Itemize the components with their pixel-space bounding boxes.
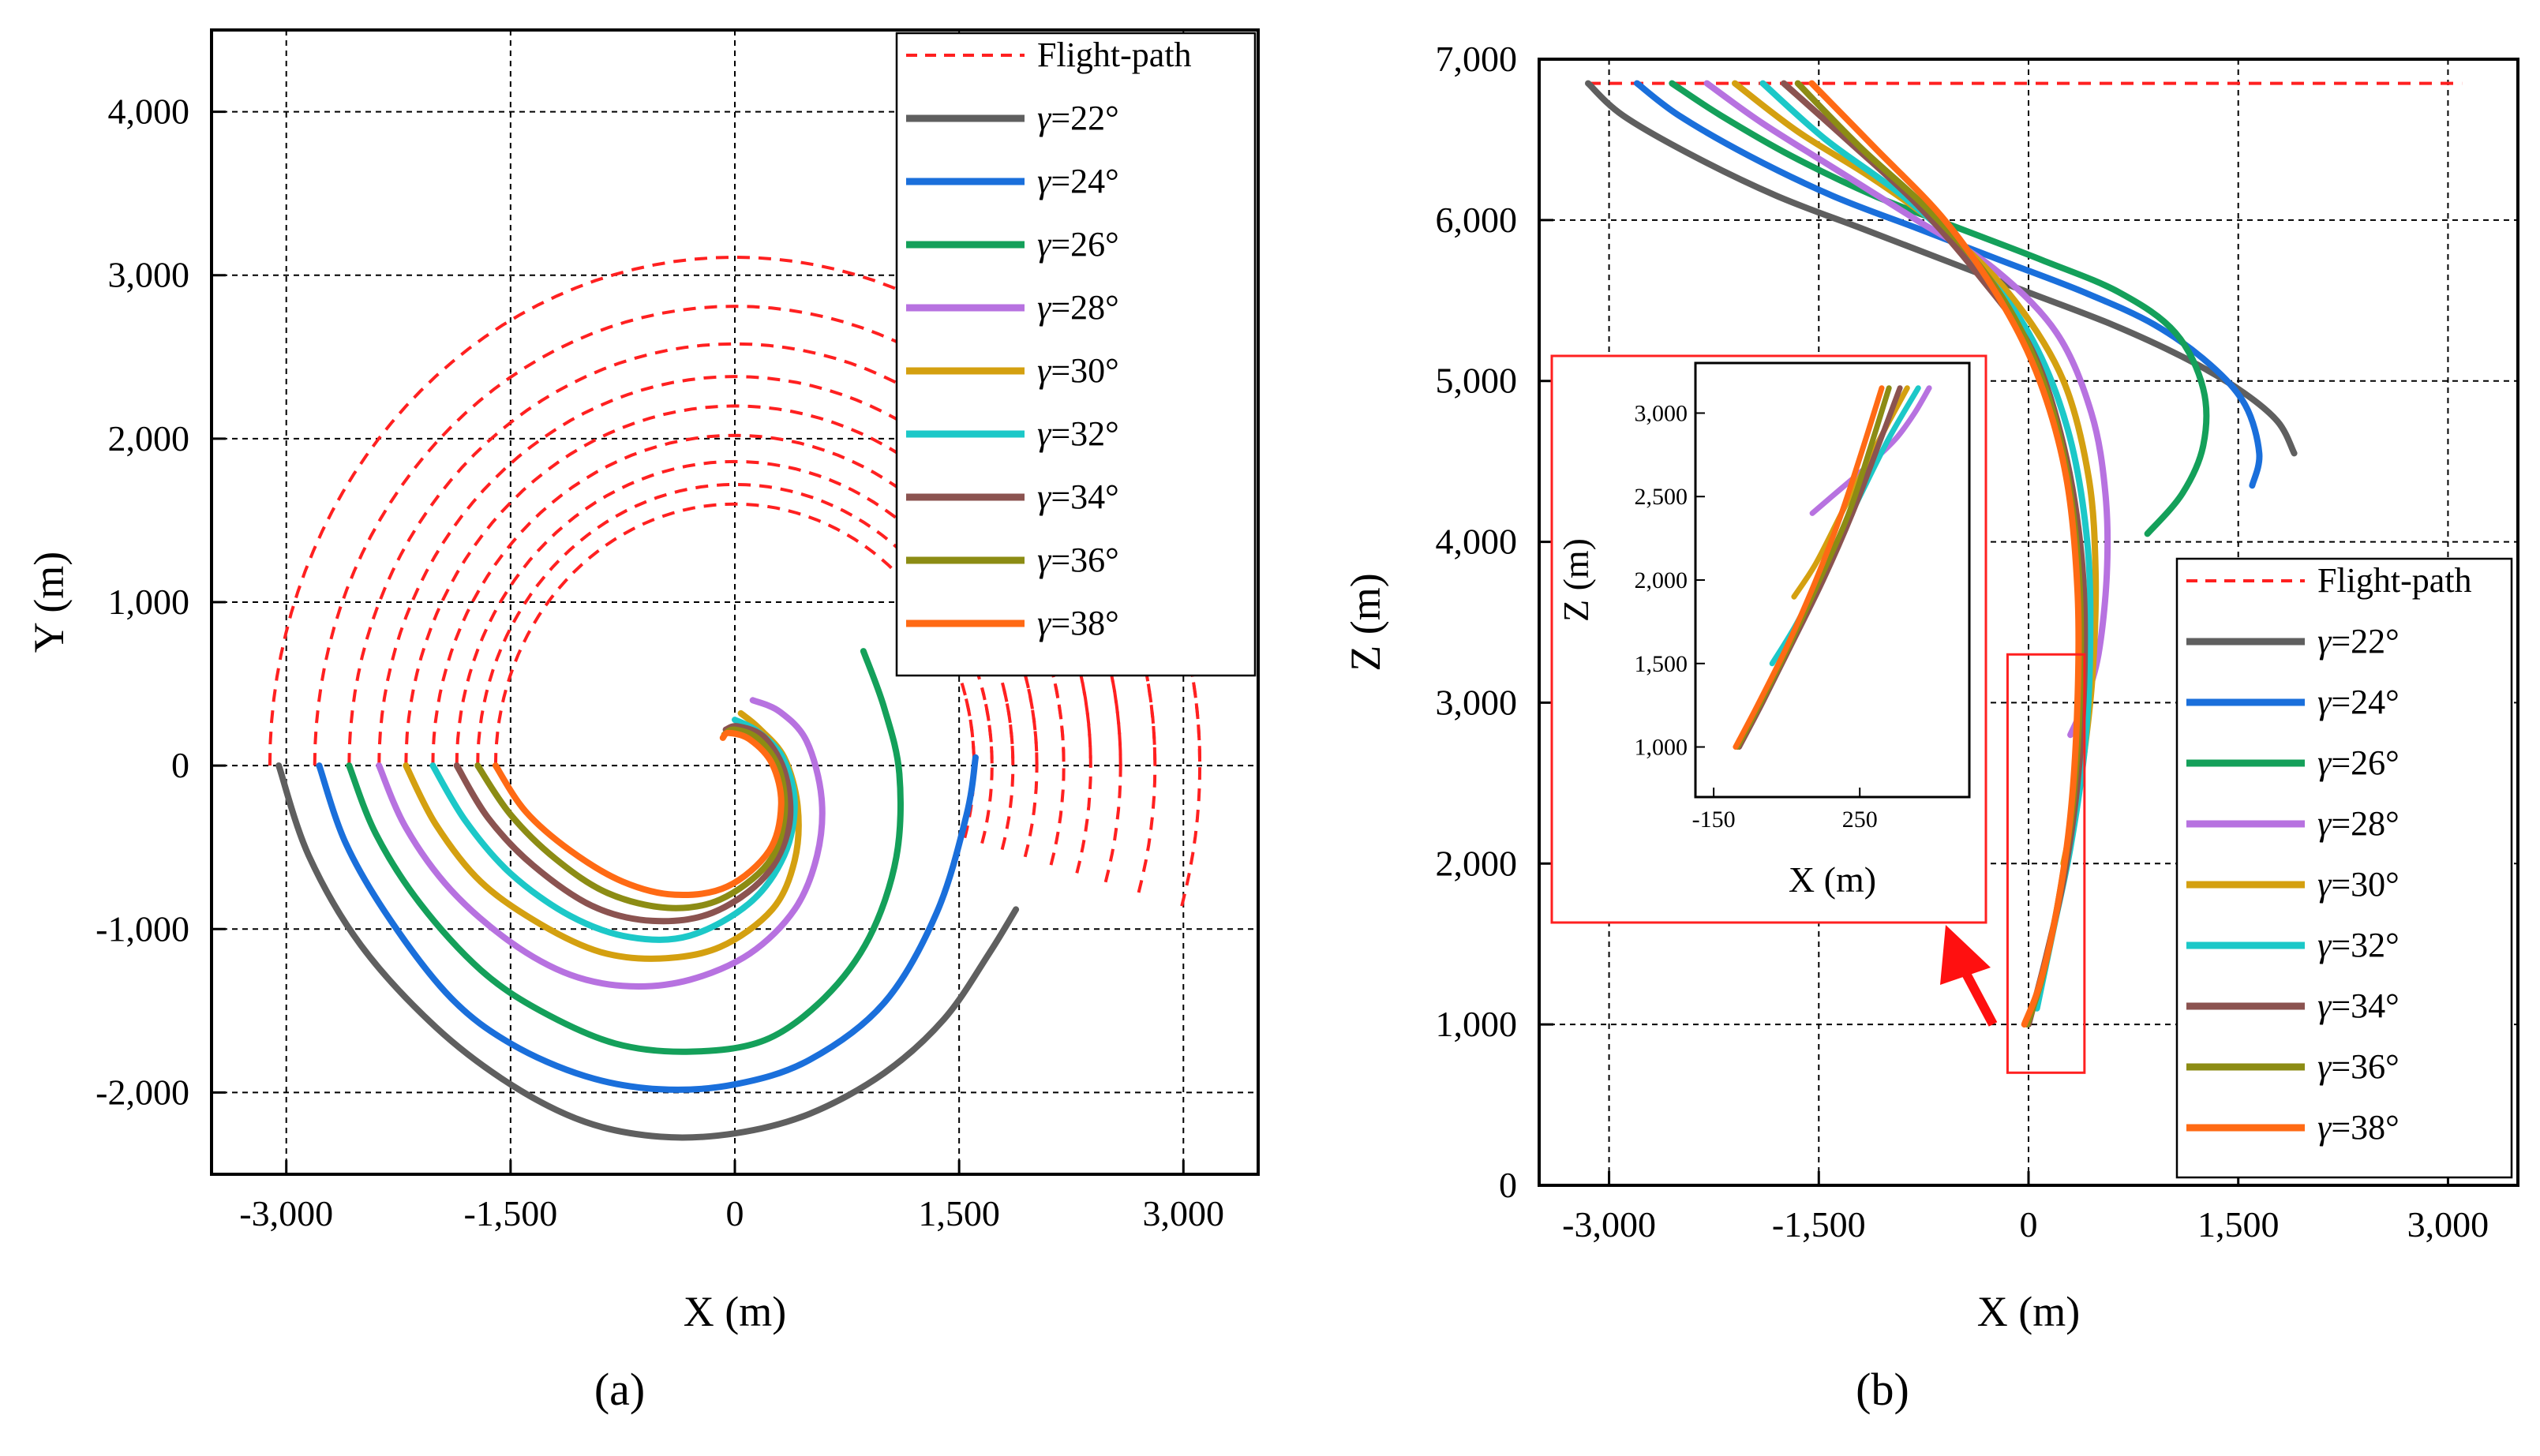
flight-path-arc xyxy=(1103,649,1122,883)
legend-label: Flight-path xyxy=(2317,561,2472,600)
legend-label: γ=24° xyxy=(2317,683,2400,721)
y-tick-label: 1,000 xyxy=(1436,1004,1518,1044)
legend-label: γ=26° xyxy=(1037,225,1119,264)
legend-label: γ=28° xyxy=(2317,804,2400,843)
inset-series-line xyxy=(1733,385,1885,750)
inset-y-tick-label: 1,000 xyxy=(1635,735,1688,761)
y-tick-label: 0 xyxy=(171,745,189,785)
x-tick-label: 1,500 xyxy=(918,1193,1000,1233)
series-line xyxy=(1634,80,2263,489)
inset-x-tick-label: -150 xyxy=(1692,807,1736,833)
y-tick-label: 4,000 xyxy=(1436,522,1518,562)
series-line xyxy=(1669,80,2210,537)
y-tick-label: -2,000 xyxy=(96,1072,189,1112)
panel-b-label: (b) xyxy=(1856,1364,1909,1415)
legend-label: γ=34° xyxy=(2317,986,2400,1025)
x-tick-label: 0 xyxy=(726,1193,744,1233)
legend-label: γ=34° xyxy=(1037,477,1119,516)
x-axis-label: X (m) xyxy=(1977,1288,2080,1335)
x-tick-label: 1,500 xyxy=(2197,1204,2280,1245)
inset-x-tick-label: 250 xyxy=(1842,807,1878,833)
inset-y-axis-label: Z (m) xyxy=(1556,538,1596,622)
panel-b: -3,000 -1,500 0 1,500 3,000 0 1,000 2,000 3,000 4… xyxy=(1342,39,2519,1335)
x-tick-label: 0 xyxy=(2020,1204,2038,1245)
series-line xyxy=(275,762,1020,1141)
legend-label: γ=36° xyxy=(1037,541,1119,579)
y-tick-label: 2,000 xyxy=(1436,843,1518,883)
flight-path-circle xyxy=(313,305,1157,766)
zoom-box xyxy=(2006,653,2086,1074)
y-tick-label: 6,000 xyxy=(1436,200,1518,240)
legend-box xyxy=(895,32,1257,677)
flight-path-arc xyxy=(1000,681,1015,851)
legend-label: γ=28° xyxy=(1037,288,1119,327)
inset-x-axis-label: X (m) xyxy=(1789,859,1876,900)
flight-path-arc xyxy=(1023,674,1039,858)
panel-a: -3,000 -1,500 0 1,500 3,000 -2,000 -1,000 0 1,00… xyxy=(25,28,1260,1335)
x-axis-label: X (m) xyxy=(684,1288,786,1335)
series-line xyxy=(403,709,802,962)
zoom-arrow-head xyxy=(1940,925,1991,985)
legend-label: γ=38° xyxy=(1037,604,1119,642)
y-tick-label: 3,000 xyxy=(108,255,190,295)
y-axis-label: Y (m) xyxy=(25,552,73,653)
inset-y-tick-label: 3,000 xyxy=(1635,400,1688,426)
series-line xyxy=(1703,80,2111,739)
series-line xyxy=(376,697,826,990)
inset-frame xyxy=(1550,354,1987,924)
legend-label: γ=36° xyxy=(2317,1047,2400,1086)
inset-y-tick-label: 2,000 xyxy=(1635,567,1688,593)
legend-label: γ=32° xyxy=(2317,926,2400,964)
x-tick-label: -1,500 xyxy=(463,1193,557,1233)
legend-label: γ=22° xyxy=(1037,99,1119,137)
legend-label: γ=24° xyxy=(1037,162,1119,200)
series-line xyxy=(429,717,798,943)
legend-label: Flight-path xyxy=(1037,36,1192,74)
y-axis-label: Z (m) xyxy=(1342,573,1389,671)
series-line xyxy=(453,723,794,925)
legend-label: γ=30° xyxy=(2317,865,2400,904)
inset-y-tick-label: 2,500 xyxy=(1635,484,1688,510)
x-tick-label: 3,000 xyxy=(2407,1204,2489,1245)
y-tick-label: 3,000 xyxy=(1436,682,1518,722)
x-tick-label: -3,000 xyxy=(1562,1204,1656,1245)
legend-label: γ=26° xyxy=(2317,743,2400,782)
legend-label: γ=38° xyxy=(2317,1108,2400,1147)
inset-y-tick-label: 1,500 xyxy=(1635,651,1688,677)
x-tick-label: -1,500 xyxy=(1772,1204,1866,1245)
flight-path-arc xyxy=(1137,638,1157,893)
series-line xyxy=(492,729,785,899)
y-tick-label: 1,000 xyxy=(108,582,190,622)
series-line xyxy=(316,754,979,1093)
series-line xyxy=(346,648,904,1055)
y-tick-label: 0 xyxy=(1499,1165,1517,1205)
panel-a-label: (a) xyxy=(594,1364,645,1415)
legend-box xyxy=(2175,557,2513,1179)
y-tick-label: 2,000 xyxy=(108,418,190,459)
flight-path-arc xyxy=(1075,657,1092,874)
y-tick-label: 5,000 xyxy=(1436,361,1518,401)
legend-label: γ=22° xyxy=(2317,622,2400,661)
legend-label: γ=32° xyxy=(1037,414,1119,453)
y-tick-label: 7,000 xyxy=(1436,39,1518,79)
zoom-arrow-shaft xyxy=(1961,970,1998,1027)
flight-path-arc xyxy=(980,687,994,844)
flight-path-arc xyxy=(1049,665,1066,866)
series-line xyxy=(474,726,789,911)
series-line xyxy=(1808,80,2082,1028)
legend-label: γ=30° xyxy=(1037,351,1119,390)
x-tick-label: -3,000 xyxy=(239,1193,333,1233)
y-tick-label: -1,000 xyxy=(96,908,189,949)
x-tick-label: 3,000 xyxy=(1143,1193,1225,1233)
y-tick-label: 4,000 xyxy=(108,92,190,132)
